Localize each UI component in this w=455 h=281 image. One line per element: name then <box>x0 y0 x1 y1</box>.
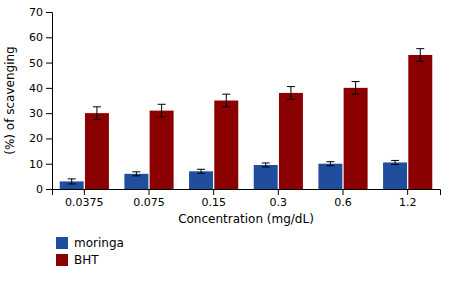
x-tick-mark <box>343 189 344 195</box>
x-tick-mark <box>407 189 408 195</box>
y-tick: 50 <box>29 57 52 70</box>
x-tick-label: 0.075 <box>133 196 165 209</box>
x-tick-label: 1.2 <box>399 196 417 209</box>
marks <box>60 49 433 189</box>
error-bar <box>326 162 334 166</box>
y-tick-mark <box>46 113 52 114</box>
y-tick-mark <box>46 63 52 64</box>
legend-label: moringa <box>74 236 124 250</box>
x-axis: 0.0375 0.075 0.15 0.3 0.6 1.2 <box>53 189 441 209</box>
legend-swatch <box>56 254 68 266</box>
x-tick: 1.2 <box>399 189 417 209</box>
y-tick-label: 40 <box>29 82 43 95</box>
bar <box>150 111 174 189</box>
error-bar <box>391 160 399 164</box>
y-tick-mark <box>46 37 52 38</box>
y-tick-label: 10 <box>29 158 43 171</box>
bar <box>408 55 432 189</box>
axis-line <box>53 190 441 196</box>
y-tick: 70 <box>29 6 52 19</box>
y-tick-label: 70 <box>29 6 43 19</box>
y-tick-label: 60 <box>29 31 43 44</box>
bar <box>383 162 407 189</box>
x-tick-mark <box>213 189 214 195</box>
legend: moringa BHT <box>56 236 124 267</box>
bar <box>318 164 342 189</box>
error-bar <box>93 107 101 120</box>
y-tick-mark <box>46 88 52 89</box>
y-tick: 10 <box>29 158 52 171</box>
y-tick: 40 <box>29 82 52 95</box>
x-tick: 0.3 <box>270 189 288 209</box>
x-tick: 0.6 <box>334 189 352 209</box>
legend-swatch <box>56 237 68 249</box>
y-tick-mark <box>46 164 52 165</box>
x-tick-mark <box>149 189 150 195</box>
x-tick-mark <box>278 189 279 195</box>
y-tick-label: 20 <box>29 132 43 145</box>
legend-item: moringa <box>56 236 124 250</box>
error-bar <box>158 104 166 117</box>
bar <box>214 101 238 190</box>
error-bar <box>262 163 270 167</box>
chart: 0 10 20 30 40 50 60 70 0.0375 0.075 0.15 0.3 0.6 1.2 C… <box>0 0 455 281</box>
y-axis-title: (%) of scavenging <box>3 46 17 154</box>
error-bar <box>197 169 205 173</box>
x-tick-label: 0.15 <box>201 196 226 209</box>
y-tick-mark <box>46 138 52 139</box>
y-tick: 30 <box>29 107 52 120</box>
y-tick-mark <box>46 189 52 190</box>
x-tick-label: 0.6 <box>334 196 352 209</box>
y-tick-mark <box>46 12 52 13</box>
bar <box>344 88 368 189</box>
y-tick: 20 <box>29 132 52 145</box>
y-tick: 0 <box>36 183 52 196</box>
x-tick-label: 0.3 <box>270 196 288 209</box>
y-tick-label: 30 <box>29 107 43 120</box>
error-bar <box>287 87 295 100</box>
y-tick: 60 <box>29 31 52 44</box>
legend-label: BHT <box>74 253 99 267</box>
x-tick-mark <box>84 189 85 195</box>
error-bar <box>352 82 360 95</box>
error-bar <box>132 172 140 176</box>
x-tick: 0.15 <box>201 189 226 209</box>
bar <box>254 165 278 189</box>
error-bar <box>68 179 76 184</box>
x-tick-label: 0.0375 <box>65 196 104 209</box>
bar <box>85 113 109 189</box>
legend-item: BHT <box>56 253 99 267</box>
axis-line <box>46 13 53 190</box>
y-tick-label: 50 <box>29 57 43 70</box>
x-tick: 0.0375 <box>65 189 104 209</box>
error-bar <box>416 49 424 62</box>
bar <box>279 93 303 189</box>
error-bar <box>222 94 230 107</box>
x-tick: 0.075 <box>133 189 165 209</box>
bar <box>189 171 213 189</box>
plot: 0 10 20 30 40 50 60 70 0.0375 0.075 0.15 0.3 0.6 1.2 C… <box>3 6 441 226</box>
y-axis: 0 10 20 30 40 50 60 70 <box>29 6 53 196</box>
x-axis-title: Concentration (mg/dL) <box>178 212 314 226</box>
series <box>85 49 432 189</box>
y-tick-label: 0 <box>36 183 43 196</box>
